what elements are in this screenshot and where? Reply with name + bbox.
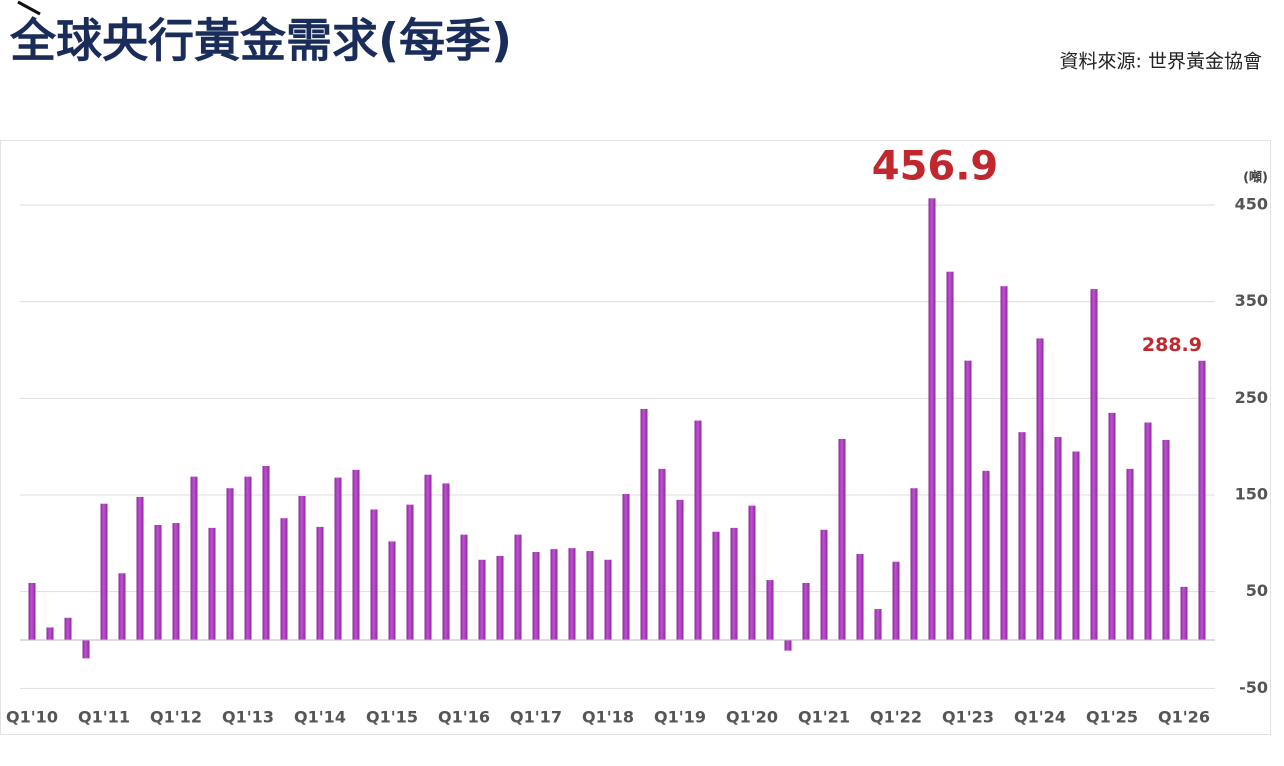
bar <box>172 523 180 640</box>
bar <box>1072 451 1080 640</box>
bar <box>28 582 36 640</box>
bar <box>1018 432 1026 640</box>
value-label: 456.9 <box>872 143 999 189</box>
y-tick-label: 450 <box>1235 195 1268 214</box>
value-label: 288.9 <box>1142 334 1202 356</box>
bar <box>388 541 396 640</box>
bar <box>1198 360 1206 640</box>
bar <box>316 526 324 640</box>
bar <box>964 360 972 640</box>
x-tick-label: Q1'14 <box>294 708 346 727</box>
x-tick-label: Q1'19 <box>654 708 706 727</box>
x-tick-label: Q1'26 <box>1158 708 1210 727</box>
bar <box>1126 468 1134 640</box>
bar <box>298 495 306 640</box>
x-tick-label: Q1'18 <box>582 708 634 727</box>
decoration <box>17 0 41 16</box>
chart-title: 全球央行黃金需求(每季) <box>9 14 512 68</box>
bar <box>676 499 684 640</box>
bar <box>946 271 954 640</box>
bar <box>1162 439 1170 640</box>
bar <box>820 529 828 640</box>
bar <box>46 627 54 640</box>
bar <box>118 573 126 640</box>
bar <box>280 518 288 640</box>
bar <box>694 420 702 640</box>
y-tick-label: -50 <box>1239 678 1268 697</box>
x-tick-label: Q1'21 <box>798 708 850 727</box>
bar <box>64 617 72 640</box>
bar <box>1090 289 1098 640</box>
bar <box>82 640 90 659</box>
bar <box>136 496 144 640</box>
x-tick-label: Q1'12 <box>150 708 202 727</box>
bar <box>802 582 810 640</box>
bar <box>874 609 882 640</box>
bar <box>262 466 270 640</box>
bar <box>1036 338 1044 640</box>
bar <box>892 561 900 640</box>
bar <box>838 438 846 640</box>
x-tick-label: Q1'10 <box>6 708 58 727</box>
bar <box>532 552 540 640</box>
bar <box>496 555 504 640</box>
bar <box>1144 422 1152 640</box>
bar <box>226 488 234 640</box>
bar <box>460 534 468 640</box>
bar <box>640 408 648 640</box>
bar <box>1108 412 1116 640</box>
bar <box>730 527 738 640</box>
x-tick-label: Q1'22 <box>870 708 922 727</box>
bar <box>928 198 936 640</box>
x-tick-label: Q1'16 <box>438 708 490 727</box>
bar <box>586 551 594 640</box>
bar <box>442 483 450 640</box>
bar <box>748 505 756 640</box>
y-tick-label: 350 <box>1235 291 1268 310</box>
x-tick-label: Q1'24 <box>1014 708 1066 727</box>
x-tick-label: Q1'13 <box>222 708 274 727</box>
y-tick-label: 250 <box>1235 388 1268 407</box>
plot-frame <box>0 140 1271 735</box>
bar <box>334 477 342 640</box>
bar <box>982 470 990 640</box>
bar <box>712 531 720 640</box>
bar <box>568 548 576 640</box>
x-tick-label: Q1'20 <box>726 708 778 727</box>
y-tick-label: 150 <box>1235 485 1268 504</box>
source: 資料來源: 世界黃金協會 <box>1060 51 1262 73</box>
bar <box>1180 586 1188 640</box>
bar <box>766 580 774 640</box>
bar <box>1000 286 1008 640</box>
bar <box>208 527 216 640</box>
bar <box>190 476 198 640</box>
bar <box>622 494 630 640</box>
y-tick-label: 50 <box>1246 581 1268 600</box>
bar <box>1054 437 1062 640</box>
bar <box>550 549 558 640</box>
x-tick-label: Q1'17 <box>510 708 562 727</box>
bar <box>910 488 918 640</box>
bar <box>604 559 612 640</box>
x-tick-label: Q1'23 <box>942 708 994 727</box>
bar <box>100 503 108 640</box>
bar <box>352 469 360 640</box>
bar <box>244 476 252 640</box>
bar <box>784 640 792 651</box>
bar <box>514 534 522 640</box>
bar <box>370 509 378 640</box>
bar <box>424 474 432 640</box>
bar <box>478 559 486 640</box>
x-tick-label: Q1'25 <box>1086 708 1138 727</box>
bar <box>406 504 414 640</box>
bar <box>658 468 666 640</box>
x-tick-label: Q1'15 <box>366 708 418 727</box>
y-axis-label: (噸) <box>1243 170 1268 186</box>
x-tick-label: Q1'11 <box>78 708 130 727</box>
bar <box>154 524 162 640</box>
bar <box>856 553 864 640</box>
